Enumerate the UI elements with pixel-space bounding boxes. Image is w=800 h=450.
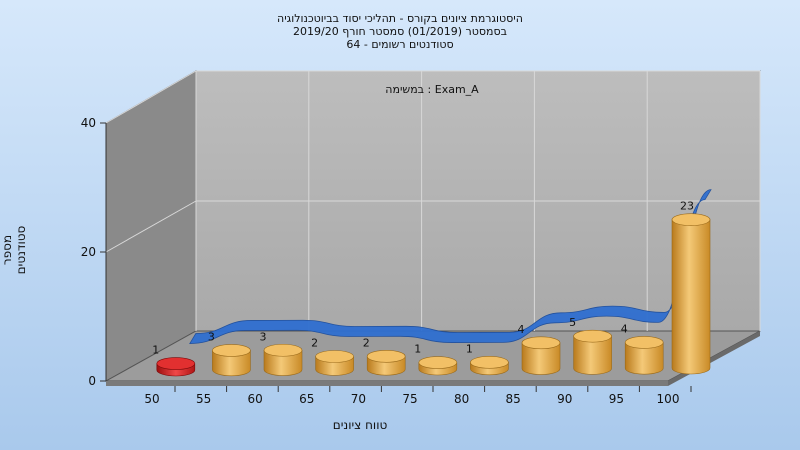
axes: 0 20 40 50 55 60 65 70 75 80 85 90 95 100 <box>81 116 692 406</box>
bar-value-label: 4 <box>621 322 628 335</box>
chart-title-line-3: סטודנטים רשומים - 64 <box>346 38 454 51</box>
bar-75-80 <box>418 356 458 376</box>
labels: במשימה : Exam_A 1 3 3 2 2 1 1 4 5 4 23 <box>152 83 694 357</box>
x-tick-label: 100 <box>657 392 680 406</box>
x-tick-label: 85 <box>506 392 521 406</box>
bar-top-cap <box>521 336 561 350</box>
bar-value-label: 1 <box>466 342 473 355</box>
bar-body <box>521 342 561 375</box>
bar-body <box>212 350 251 377</box>
floor-front-edge <box>106 381 668 386</box>
bar-top-cap <box>624 336 664 349</box>
grid-lines <box>105 70 761 331</box>
bar-top-cap <box>470 356 509 369</box>
bar-65-70 <box>315 350 354 376</box>
bar-body <box>573 335 612 375</box>
x-tick-label: 50 <box>144 392 159 406</box>
bar-body <box>671 219 711 375</box>
bar-top-cap <box>315 350 354 363</box>
bar-90-95 <box>573 329 612 375</box>
x-tick-label: 75 <box>402 392 417 406</box>
y-tick-label: 40 <box>81 116 96 130</box>
x-tick-label: 80 <box>454 392 469 406</box>
bar-value-label: 3 <box>208 330 215 343</box>
bars <box>156 213 711 377</box>
bar-body <box>263 349 303 376</box>
chart-title-line-2: בסמסטר (01/2019) סמסטר חורף 2019/20 <box>293 25 507 38</box>
bar-value-label: 2 <box>311 337 318 350</box>
bar-top-cap <box>212 344 251 357</box>
bar-value-label: 4 <box>518 323 525 336</box>
bar-top-cap <box>156 357 196 370</box>
bar-70-75 <box>366 349 406 376</box>
bar-top-cap <box>573 329 612 343</box>
bar-value-label: 1 <box>414 343 421 356</box>
y-axis-label: מספר סטודנטים <box>0 225 28 275</box>
annotation-text: במשימה : Exam_A <box>385 83 479 96</box>
bar-top-cap <box>418 356 458 369</box>
x-tick-label: 95 <box>609 392 624 406</box>
bar-85-90 <box>521 336 561 375</box>
bar-body <box>624 342 664 375</box>
x-tick-label: 55 <box>196 392 211 406</box>
x-tick-label: 70 <box>351 392 366 406</box>
trend-ribbon-shape <box>189 189 712 344</box>
bar-value-label: 23 <box>680 200 694 213</box>
bar-55-60 <box>212 344 251 377</box>
x-tick-label: 60 <box>248 392 263 406</box>
bar-100 <box>671 213 711 375</box>
trend-ribbon <box>189 189 712 344</box>
bar-value-label: 1 <box>152 344 159 357</box>
y-tick-label: 0 <box>88 374 96 388</box>
bar-top-cap <box>671 213 711 226</box>
bar-80-85 <box>470 356 509 376</box>
y-tick-label: 20 <box>81 245 96 259</box>
x-tick-label: 90 <box>557 392 572 406</box>
bar-value-label: 3 <box>260 330 267 343</box>
grid-line-side <box>105 70 197 124</box>
chart-title-line-1: היסטוגרמת ציונים בקורס - תהליכי יסוד בבי… <box>277 12 523 25</box>
x-axis-label: טווח ציונים <box>332 418 388 432</box>
bar-value-label: 2 <box>363 336 370 349</box>
bar-top-cap <box>263 343 303 357</box>
x-tick-label: 65 <box>299 392 314 406</box>
bar-top-cap <box>366 349 406 363</box>
grid-line-side <box>105 200 197 253</box>
bar-value-label: 5 <box>569 316 576 329</box>
bar-95-100 <box>624 336 664 375</box>
bar-60-65 <box>263 343 303 376</box>
bar-50-55 <box>156 357 196 377</box>
